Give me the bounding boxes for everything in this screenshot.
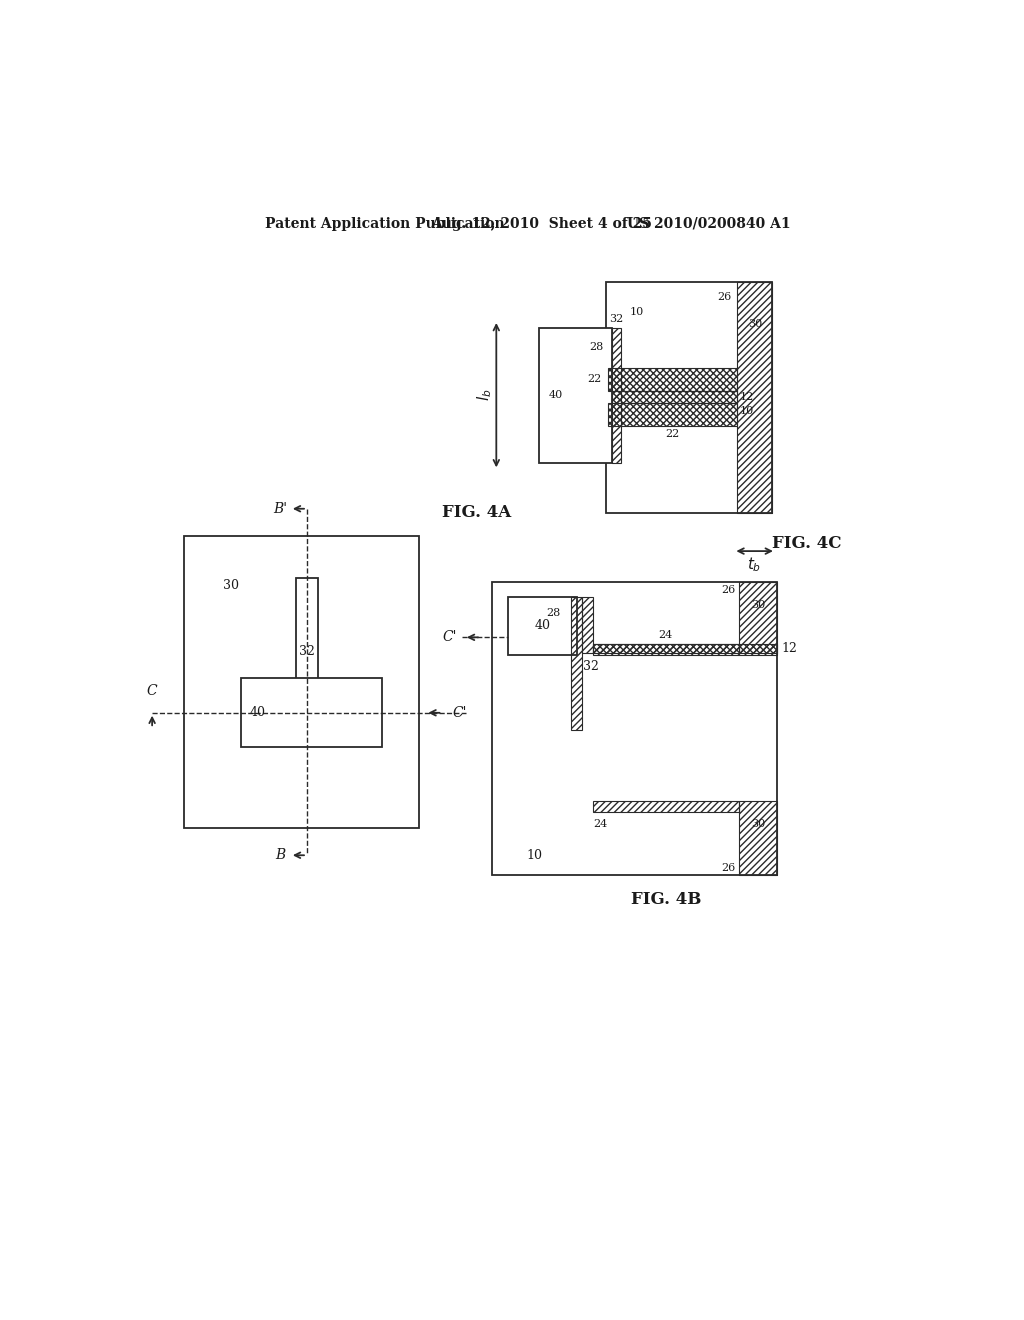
Bar <box>184 536 419 829</box>
Bar <box>296 578 317 725</box>
Bar <box>493 582 777 875</box>
Text: 40: 40 <box>250 706 265 719</box>
Bar <box>593 644 777 653</box>
Bar <box>737 281 772 512</box>
Text: 26: 26 <box>721 863 735 874</box>
Text: 30: 30 <box>748 319 762 329</box>
Text: FIG. 4C: FIG. 4C <box>772 535 842 552</box>
Text: 32: 32 <box>583 660 599 673</box>
Text: 10: 10 <box>526 849 543 862</box>
Text: C: C <box>146 684 158 698</box>
Text: C': C' <box>442 631 458 644</box>
Bar <box>608 404 737 426</box>
Bar <box>611 327 621 462</box>
Text: C': C' <box>453 706 467 719</box>
Text: Aug. 12, 2010  Sheet 4 of 25: Aug. 12, 2010 Sheet 4 of 25 <box>431 216 651 231</box>
Bar <box>606 281 772 512</box>
Bar <box>593 801 739 812</box>
Text: 30: 30 <box>222 579 239 593</box>
Bar <box>508 598 578 655</box>
Text: 24: 24 <box>658 630 673 640</box>
Text: FIG. 4A: FIG. 4A <box>442 504 512 521</box>
Text: 32: 32 <box>299 644 314 657</box>
Text: Patent Application Publication: Patent Application Publication <box>265 216 505 231</box>
Text: 10: 10 <box>630 308 644 317</box>
Bar <box>539 327 611 462</box>
Text: 10: 10 <box>739 407 754 416</box>
Bar <box>608 368 737 391</box>
Text: 26: 26 <box>717 292 731 302</box>
Text: 40: 40 <box>549 389 563 400</box>
Text: 26: 26 <box>721 585 735 594</box>
Bar <box>739 582 777 655</box>
Bar <box>606 391 737 404</box>
Bar <box>593 644 739 655</box>
Text: US 2010/0200840 A1: US 2010/0200840 A1 <box>628 216 791 231</box>
Text: B: B <box>274 849 285 862</box>
Text: 40: 40 <box>535 619 551 632</box>
Bar <box>571 597 582 730</box>
Text: 30: 30 <box>751 601 765 610</box>
Bar <box>739 801 777 875</box>
Bar <box>241 678 382 747</box>
Text: 28: 28 <box>589 342 603 352</box>
Text: 32: 32 <box>609 314 624 323</box>
Text: 24: 24 <box>593 818 607 829</box>
Text: 12: 12 <box>781 642 797 655</box>
Text: 22: 22 <box>666 429 680 440</box>
Text: B': B' <box>272 502 287 516</box>
Text: $t_b$: $t_b$ <box>748 556 762 574</box>
Text: 12: 12 <box>739 392 754 403</box>
Text: 28: 28 <box>546 607 560 618</box>
Text: FIG. 4B: FIG. 4B <box>631 891 700 908</box>
Text: $l_b$: $l_b$ <box>475 388 495 401</box>
Text: 22: 22 <box>587 375 601 384</box>
Text: 30: 30 <box>751 820 765 829</box>
Bar <box>582 597 593 653</box>
